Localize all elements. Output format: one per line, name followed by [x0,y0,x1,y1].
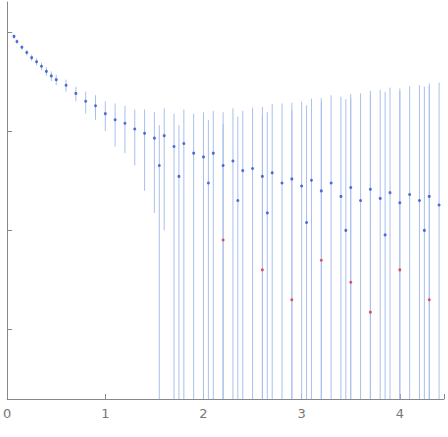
svg-text:1: 1 [101,406,109,421]
svg-text:0: 0 [3,406,11,421]
svg-text:2: 2 [199,406,207,421]
svg-text:4: 4 [396,406,404,421]
svg-text:3: 3 [298,406,306,421]
